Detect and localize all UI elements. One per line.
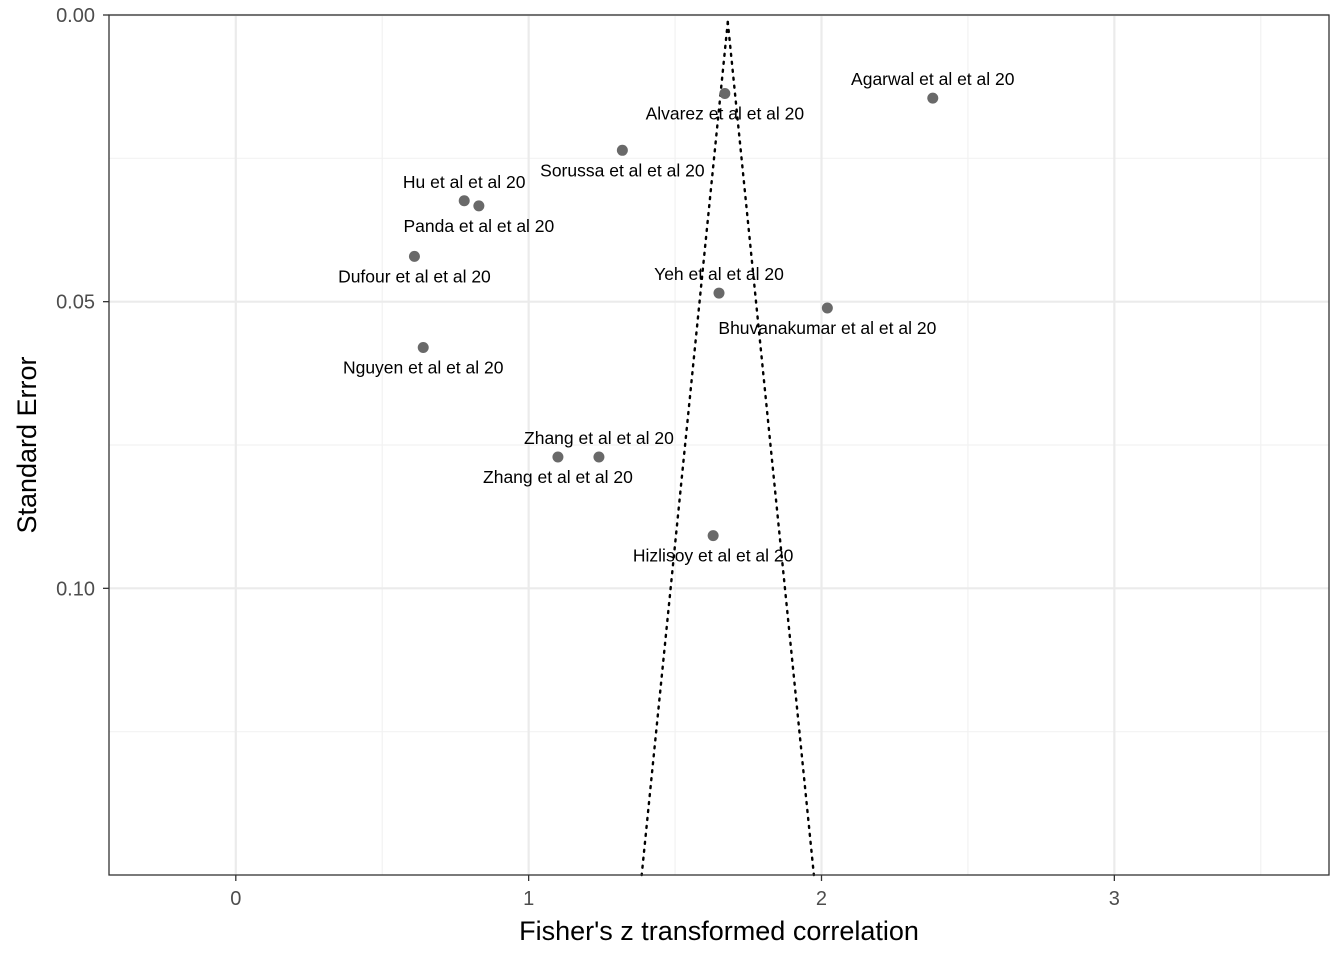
data-point (713, 287, 725, 299)
data-point (473, 200, 485, 212)
y-tick-label: 0.10 (56, 578, 95, 600)
data-points (408, 88, 939, 542)
y-tick-label: 0.00 (56, 5, 95, 27)
point-label: Hizlisoy et al et al 20 (633, 546, 794, 566)
y-axis-title: Standard Error (12, 356, 42, 533)
point-label: Hu et al et al 20 (403, 172, 526, 192)
data-point (719, 88, 731, 100)
point-label: Zhang et al et al 20 (483, 467, 633, 487)
panel-border (108, 14, 1330, 876)
point-label: Dufour et al et al 20 (338, 266, 491, 286)
funnel-left-line (640, 20, 729, 877)
x-axis-tick-labels: 0 1 2 3 (230, 888, 1120, 910)
data-point (927, 92, 939, 104)
data-point (408, 250, 420, 262)
axis-ticks (103, 14, 1115, 881)
x-tick-label: 2 (816, 888, 827, 910)
y-axis-tick-labels: 0.00 0.05 0.10 (56, 5, 95, 600)
data-point (707, 530, 719, 542)
point-label: Panda et al et al 20 (403, 216, 554, 236)
x-axis-title: Fisher's z transformed correlation (519, 916, 919, 946)
x-tick-label: 1 (523, 888, 534, 910)
data-point (593, 451, 605, 463)
minor-gridlines (109, 15, 1329, 875)
point-label: Bhuvanakumar et al et al 20 (718, 318, 936, 338)
point-labels: Agarwal et al et al 20 Alvarez et al et a… (338, 69, 1015, 565)
point-label: Sorussa et al et al 20 (540, 160, 705, 180)
x-tick-label: 3 (1109, 888, 1120, 910)
funnel-right-line (726, 20, 816, 877)
data-point (458, 195, 470, 207)
point-label: Nguyen et al et al 20 (343, 358, 504, 378)
y-tick-label: 0.05 (56, 292, 95, 314)
data-point (417, 342, 429, 354)
data-point (552, 451, 564, 463)
x-tick-label: 0 (230, 888, 241, 910)
point-label: Alvarez et al et al 20 (646, 104, 805, 124)
data-point (821, 302, 833, 314)
point-label: Zhang et al et al 20 (524, 428, 674, 448)
point-label: Yeh et al et al 20 (654, 264, 784, 284)
funnel-lines (640, 20, 816, 877)
point-label: Agarwal et al et al 20 (851, 69, 1015, 89)
data-point (616, 144, 628, 156)
